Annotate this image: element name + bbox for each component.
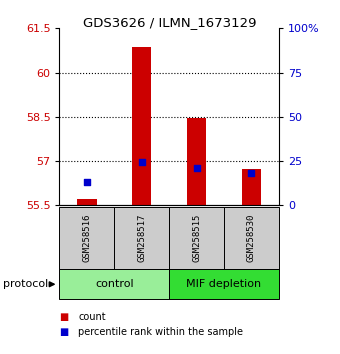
Text: percentile rank within the sample: percentile rank within the sample [78, 327, 243, 337]
Point [249, 170, 254, 176]
Point [139, 159, 144, 165]
Bar [59, 207, 114, 269]
Bar [169, 269, 279, 299]
Bar [242, 169, 261, 205]
Bar [114, 207, 169, 269]
Bar [169, 207, 224, 269]
Text: GSM258517: GSM258517 [137, 214, 146, 262]
Text: GSM258515: GSM258515 [192, 214, 201, 262]
Bar [187, 118, 206, 205]
Bar [132, 47, 151, 205]
Text: MIF depletion: MIF depletion [186, 279, 261, 289]
Bar [77, 199, 97, 205]
Text: control: control [95, 279, 134, 289]
Bar [224, 207, 279, 269]
Text: count: count [78, 312, 106, 322]
Text: GSM258516: GSM258516 [82, 214, 91, 262]
Point [194, 165, 199, 170]
Text: ■: ■ [59, 327, 69, 337]
Text: protocol: protocol [3, 279, 49, 289]
Bar [59, 269, 169, 299]
Point [84, 179, 90, 185]
Text: GSM258530: GSM258530 [247, 214, 256, 262]
Text: ■: ■ [59, 312, 69, 322]
Text: GDS3626 / ILMN_1673129: GDS3626 / ILMN_1673129 [83, 16, 257, 29]
